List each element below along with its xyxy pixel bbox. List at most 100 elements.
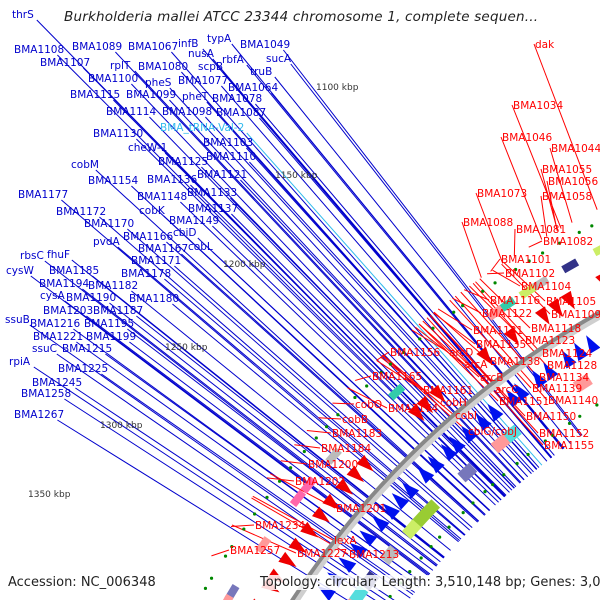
- gene-label-reverse[interactable]: arcA: [464, 359, 488, 371]
- gene-label-forward[interactable]: scpB: [198, 61, 223, 73]
- gene-label-forward[interactable]: BMA1203: [43, 305, 93, 317]
- gene-label-forward[interactable]: BMA1225: [58, 363, 108, 375]
- gene-label-reverse[interactable]: dak: [535, 39, 555, 51]
- gene-label-forward[interactable]: cheW-1: [128, 142, 167, 154]
- gene-label-forward[interactable]: fhuF: [47, 249, 70, 261]
- gene-label-forward[interactable]: thrS: [12, 9, 34, 21]
- gene-label-forward[interactable]: BMA1221: [33, 331, 83, 343]
- gene-label-reverse[interactable]: BMA1174: [388, 403, 438, 415]
- gene-label-reverse[interactable]: BMA1156: [390, 347, 440, 359]
- gene-label-reverse[interactable]: BMA1131: [473, 325, 523, 337]
- gene-label-reverse[interactable]: BMA1135: [476, 339, 526, 351]
- gene-label-forward[interactable]: BMA1182: [88, 280, 138, 292]
- gene-label-reverse[interactable]: BMA1081: [516, 224, 566, 236]
- gene-label-reverse[interactable]: lexA: [334, 535, 357, 547]
- gene-label-forward[interactable]: BMA1110: [206, 151, 256, 163]
- gene-label-forward[interactable]: BMA1215: [62, 343, 112, 355]
- gene-label-reverse[interactable]: BMA1044: [551, 143, 600, 155]
- gene-label-reverse[interactable]: BMA1140: [548, 395, 598, 407]
- gene-label-forward[interactable]: BMA1166: [123, 231, 173, 243]
- gene-label-forward[interactable]: BMA1180: [129, 293, 179, 305]
- gene-label-reverse[interactable]: BMA1109: [551, 309, 600, 321]
- gene-label-forward[interactable]: BMA1258: [21, 388, 71, 400]
- gene-label-reverse[interactable]: BMA1123: [525, 335, 575, 347]
- gene-label-forward[interactable]: BMA1115: [70, 89, 120, 101]
- gene-label-forward[interactable]: BMA1108: [14, 44, 64, 56]
- gene-label-reverse[interactable]: BMA1046: [502, 132, 552, 144]
- gene-label-forward[interactable]: BMA1107: [40, 57, 90, 69]
- gene-label-reverse[interactable]: BMA1201: [336, 503, 386, 515]
- gene-label-reverse[interactable]: BMA1151: [499, 396, 549, 408]
- gene-label-reverse[interactable]: BMA1134: [539, 372, 589, 384]
- gene-label-reverse[interactable]: BMA1105: [546, 296, 596, 308]
- gene-label-forward[interactable]: truB: [250, 66, 272, 78]
- gene-label-forward[interactable]: cobL: [188, 241, 213, 253]
- gene-label-reverse[interactable]: BMA1150: [526, 411, 576, 423]
- gene-label-forward[interactable]: BMA1154: [88, 175, 138, 187]
- gene-label-forward[interactable]: BMA1195: [84, 318, 134, 330]
- gene-label-reverse[interactable]: BMA1056: [548, 176, 598, 188]
- gene-label-forward[interactable]: BMA1089: [72, 41, 122, 53]
- gene-label-reverse[interactable]: cobO: [355, 399, 382, 411]
- gene-label-reverse[interactable]: BMA1055: [542, 164, 592, 176]
- gene-label-forward[interactable]: rbfA: [222, 54, 245, 66]
- gene-label-reverse[interactable]: BMA1257: [230, 545, 280, 557]
- gene-label-forward[interactable]: BMA1190: [66, 292, 116, 304]
- gene-label-forward[interactable]: BMA1130: [93, 128, 143, 140]
- gene-label-reverse[interactable]: BMA1104: [521, 281, 571, 293]
- gene-label-forward[interactable]: rpiA: [9, 356, 31, 368]
- gene-label-reverse[interactable]: arcB: [480, 372, 504, 384]
- gene-label-forward[interactable]: BMA1170: [84, 218, 134, 230]
- gene-label-reverse[interactable]: cobH: [440, 397, 467, 409]
- gene-label-forward[interactable]: BMA1267: [14, 409, 64, 421]
- gene-label-reverse[interactable]: cobB: [342, 414, 368, 426]
- gene-label-reverse[interactable]: BMA1101: [501, 254, 551, 266]
- gene-label-reverse[interactable]: BMA1165: [372, 371, 422, 383]
- gene-label-forward[interactable]: BMA1167: [138, 243, 188, 255]
- gene-label-reverse[interactable]: BMA1234: [255, 520, 305, 532]
- gene-label-forward[interactable]: cysA: [40, 290, 65, 302]
- gene-label-forward[interactable]: BMA1077: [178, 75, 228, 87]
- gene-label-reverse[interactable]: BMA1227: [297, 548, 347, 560]
- gene-label-forward[interactable]: BMA_tRNA-Val-2: [160, 122, 244, 134]
- gene-label-forward[interactable]: nusA: [188, 48, 215, 60]
- gene-label-forward[interactable]: cysW: [6, 265, 34, 277]
- gene-label-reverse[interactable]: BMA1118: [531, 323, 581, 335]
- gene-label-reverse[interactable]: cbiG/cobJ: [468, 426, 517, 438]
- gene-label-forward[interactable]: pheS: [145, 77, 172, 89]
- gene-label-forward[interactable]: BMA1149: [169, 215, 219, 227]
- gene-label-forward[interactable]: BMA1114: [106, 106, 156, 118]
- gene-label-forward[interactable]: sucA: [266, 53, 292, 65]
- gene-label-reverse[interactable]: BMA1088: [463, 217, 513, 229]
- gene-label-forward[interactable]: pvdA: [93, 236, 121, 248]
- gene-label-reverse[interactable]: arcC: [495, 384, 519, 396]
- gene-label-forward[interactable]: rplT: [110, 60, 131, 72]
- gene-label-reverse[interactable]: BMA1138: [490, 356, 540, 368]
- gene-label-forward[interactable]: BMA1187: [93, 305, 143, 317]
- gene-label-forward[interactable]: typA: [207, 33, 232, 45]
- gene-label-reverse[interactable]: BMA1128: [547, 360, 597, 372]
- gene-label-reverse[interactable]: BMA1152: [539, 428, 589, 440]
- gene-label-forward[interactable]: cobM: [71, 159, 99, 171]
- gene-label-forward[interactable]: BMA1245: [32, 377, 82, 389]
- gene-label-reverse[interactable]: BMA1200: [308, 459, 358, 471]
- gene-label-forward[interactable]: BMA1199: [86, 331, 136, 343]
- gene-label-forward[interactable]: BMA1100: [88, 73, 138, 85]
- gene-label-reverse[interactable]: BMA1124: [542, 348, 592, 360]
- gene-label-forward[interactable]: BMA1125: [158, 156, 208, 168]
- gene-label-forward[interactable]: BMA1148: [137, 191, 187, 203]
- gene-label-reverse[interactable]: BMA1116: [490, 295, 540, 307]
- gene-label-reverse[interactable]: BMA1082: [543, 236, 593, 248]
- gene-label-reverse[interactable]: BMA1058: [542, 191, 592, 203]
- gene-label-forward[interactable]: BMA1087: [216, 107, 266, 119]
- gene-label-reverse[interactable]: BMA1202: [295, 476, 345, 488]
- gene-label-forward[interactable]: ssuB: [5, 314, 30, 326]
- gene-label-forward[interactable]: ssuC: [32, 343, 57, 355]
- gene-label-forward[interactable]: BMA1080: [138, 61, 188, 73]
- gene-label-reverse[interactable]: BMA1161: [423, 385, 473, 397]
- gene-label-forward[interactable]: pheT: [182, 91, 209, 103]
- gene-label-forward[interactable]: BMA1172: [56, 206, 106, 218]
- gene-label-reverse[interactable]: BMA1155: [544, 440, 594, 452]
- gene-label-forward[interactable]: rbsC: [20, 250, 44, 262]
- gene-label-reverse[interactable]: BMA1183: [332, 428, 382, 440]
